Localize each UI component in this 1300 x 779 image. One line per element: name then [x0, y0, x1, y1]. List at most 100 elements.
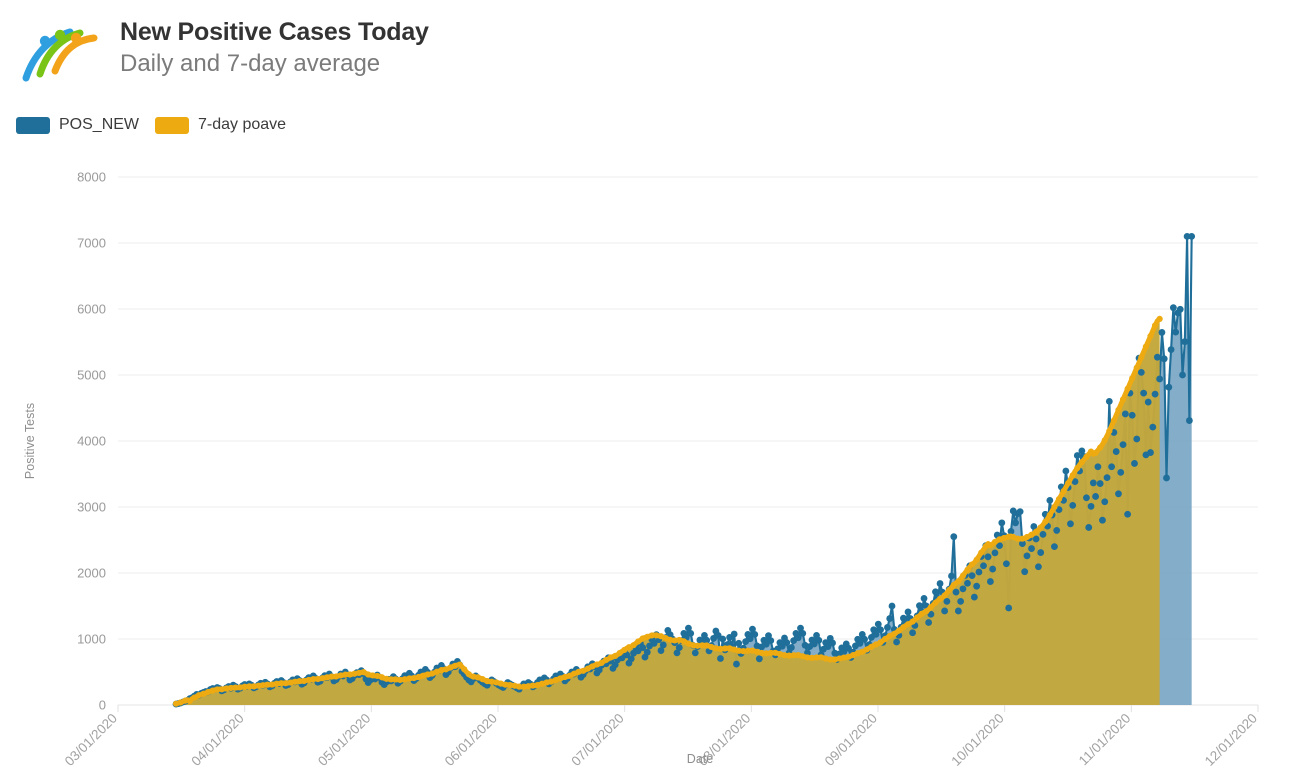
data-point [900, 614, 907, 622]
data-point [1129, 375, 1136, 382]
data-point [893, 638, 900, 646]
data-point [392, 676, 399, 683]
data-point [767, 649, 774, 657]
data-point [470, 673, 477, 680]
data-point [264, 681, 271, 688]
data-point [714, 631, 722, 639]
data-point [1099, 516, 1106, 524]
data-point [694, 642, 701, 649]
data-point [941, 607, 949, 615]
data-point [1060, 488, 1067, 495]
data-point [1078, 459, 1085, 466]
data-point [973, 556, 980, 563]
poave-markers [172, 315, 1163, 707]
legend-label-poave: 7-day poave [198, 116, 287, 133]
y-tick-label: 1000 [77, 632, 106, 647]
data-point [856, 639, 864, 647]
data-point [291, 678, 299, 685]
data-point [886, 615, 894, 622]
legend-item-pos-new[interactable]: POS_NEW [16, 116, 139, 134]
data-point [955, 578, 962, 585]
data-point [735, 639, 743, 647]
data-point [346, 671, 353, 678]
data-point [699, 642, 706, 649]
data-point [975, 568, 983, 576]
data-point [794, 634, 802, 642]
data-point [438, 667, 445, 674]
data-point [749, 625, 756, 633]
data-point [623, 651, 631, 659]
data-point [1067, 520, 1074, 528]
three-figures-arc-logo-icon [14, 16, 110, 84]
data-point [1172, 328, 1180, 336]
data-point [952, 588, 960, 596]
data-point [387, 676, 395, 683]
data-point [868, 643, 875, 650]
data-point [328, 673, 335, 680]
data-point [1101, 437, 1108, 444]
data-point [845, 644, 852, 652]
data-point [1167, 346, 1175, 353]
data-point [840, 654, 848, 661]
data-point [987, 542, 994, 549]
data-point [746, 635, 754, 643]
data-point [829, 639, 836, 647]
data-point [635, 638, 642, 645]
data-point [616, 649, 623, 657]
data-point [401, 676, 408, 683]
y-tick-label: 4000 [77, 434, 106, 449]
y-tick-label: 0 [99, 698, 106, 713]
data-point [950, 581, 957, 589]
data-point [1110, 417, 1117, 424]
data-point [948, 572, 955, 580]
data-point [1012, 519, 1019, 527]
data-point [246, 683, 253, 690]
data-point [1087, 502, 1095, 510]
legend-item-poave[interactable]: 7-day poave [155, 116, 286, 134]
data-point [282, 680, 289, 687]
data-point [1005, 604, 1013, 612]
data-point [667, 636, 674, 643]
data-point [877, 626, 884, 634]
data-point [954, 607, 962, 615]
data-point [1119, 396, 1127, 403]
data-point [719, 635, 727, 643]
data-point [659, 641, 667, 649]
data-point [861, 635, 868, 643]
page-subtitle: Daily and 7-day average [120, 49, 381, 77]
poave-area [176, 318, 1160, 705]
data-point [584, 665, 591, 672]
data-point [1078, 447, 1086, 455]
data-point [1128, 411, 1136, 419]
data-point [1151, 322, 1159, 329]
x-tick-label: 07/01/2020 [568, 711, 626, 769]
data-point [1124, 385, 1131, 392]
data-point [721, 645, 729, 652]
data-point [673, 649, 681, 657]
data-point [973, 582, 981, 590]
data-point [957, 597, 965, 605]
x-tick-label: 11/01/2020 [1076, 711, 1134, 769]
data-point [936, 580, 944, 587]
data-point [671, 637, 678, 644]
data-point [296, 678, 303, 685]
data-point [904, 621, 912, 628]
data-point [882, 635, 889, 643]
data-point [1092, 449, 1099, 456]
data-point [959, 585, 967, 593]
data-point [762, 640, 770, 648]
data-point [991, 549, 999, 557]
data-point [186, 697, 193, 705]
data-point [1053, 527, 1061, 534]
data-point [813, 654, 820, 661]
x-tick-label: 05/01/2020 [315, 711, 373, 769]
data-point [650, 639, 658, 647]
data-point [703, 636, 711, 644]
data-point [920, 595, 928, 602]
data-point [259, 682, 267, 689]
data-point [927, 610, 935, 618]
data-point [1142, 343, 1150, 350]
data-point [484, 678, 491, 685]
data-point [986, 578, 994, 585]
data-point [1185, 417, 1193, 424]
